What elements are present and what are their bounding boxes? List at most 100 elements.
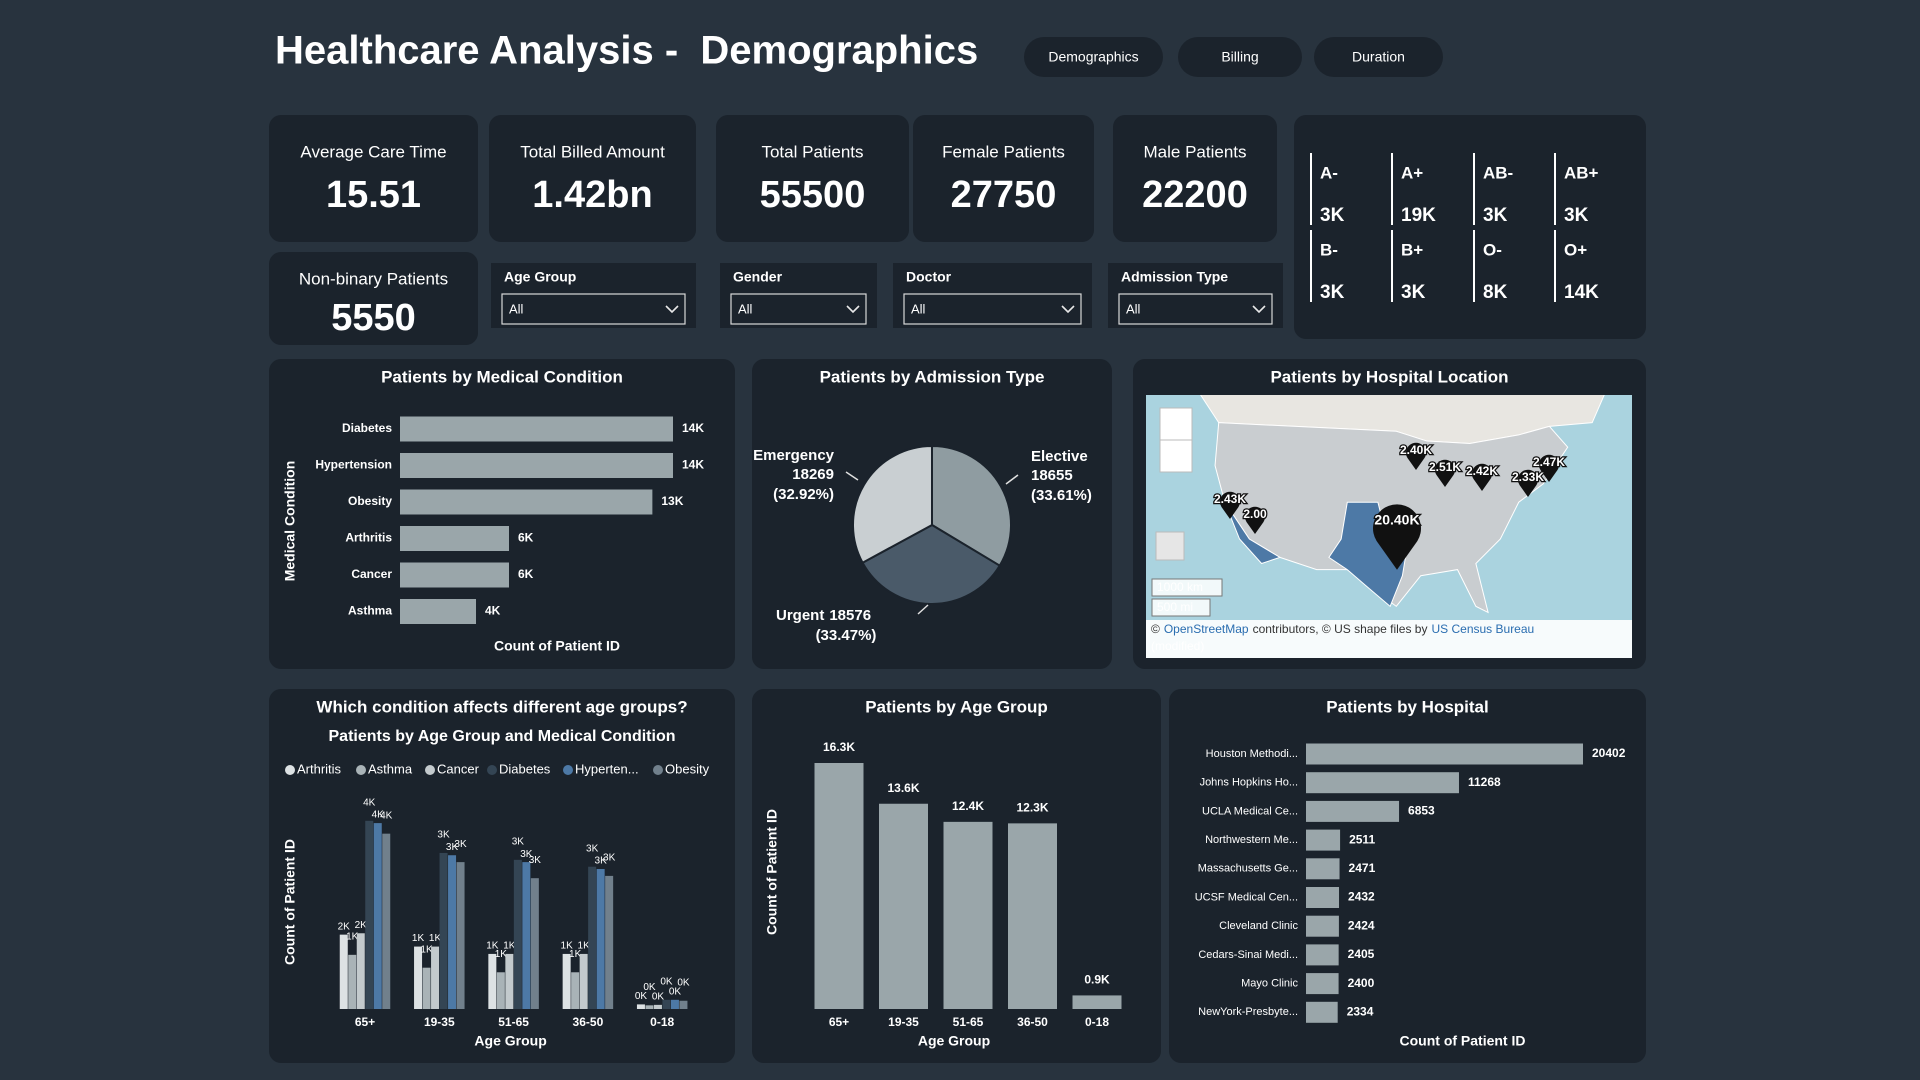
data-label: 1K — [503, 941, 516, 952]
map-marker-label: 2.40K — [1400, 443, 1432, 457]
map-marker-label: 2.51K — [1429, 460, 1461, 474]
california — [1224, 501, 1282, 565]
blood-type: O- — [1483, 240, 1502, 259]
bar — [456, 862, 465, 1009]
kpi-card: Non-binary Patients 5550 — [269, 252, 478, 345]
nav-button-label[interactable]: Duration — [1352, 49, 1405, 65]
kpi-value: 1.42bn — [532, 174, 652, 216]
filter: Gender All — [720, 263, 877, 328]
blood-type-count: 8K — [1483, 282, 1508, 303]
filter-dropdown[interactable] — [730, 293, 867, 325]
nav-button-label[interactable]: Demographics — [1048, 49, 1138, 65]
bar — [530, 878, 539, 1009]
kpi-label: Average Care Time — [300, 142, 446, 161]
bar — [1306, 1001, 1338, 1023]
nav-button-label[interactable]: Billing — [1221, 49, 1258, 65]
bar — [400, 526, 510, 551]
filter-background — [1108, 263, 1283, 328]
filter: Admission Type All — [1108, 263, 1283, 328]
bar — [522, 862, 531, 1009]
kpi-value: 22200 — [1142, 174, 1248, 216]
slice-label: (33.47%) — [816, 627, 877, 644]
nav-button[interactable] — [1314, 37, 1443, 77]
category-label: Hypertension — [315, 458, 392, 472]
dropdown-chevron — [846, 305, 860, 314]
zoom-button-label[interactable]: − — [1170, 443, 1183, 468]
filter: Doctor All — [893, 263, 1092, 328]
slice-label: (33.61%) — [1031, 487, 1092, 504]
map-marker-label: 2.43K — [1214, 492, 1246, 506]
dropdown-chevron — [1061, 305, 1075, 314]
bar — [943, 821, 993, 1009]
bar — [400, 562, 510, 588]
data-label: 2400 — [1348, 976, 1375, 990]
data-label: 4K — [485, 604, 501, 618]
bar — [605, 875, 614, 1009]
bar — [448, 855, 457, 1009]
slice-label: 18655 — [1031, 467, 1073, 484]
category-label: Massachusetts Ge... — [1198, 863, 1298, 875]
card-background — [716, 115, 909, 242]
bar — [382, 833, 391, 1009]
page-title: Healthcare Analysis - Demographics — [275, 29, 978, 73]
attribution-part[interactable]: US Census Bureau — [1431, 622, 1534, 636]
bar — [1306, 887, 1340, 908]
attribution-part[interactable]: OpenStreetMap — [1164, 622, 1249, 636]
chart-title: Patients by Admission Type — [820, 367, 1045, 386]
kpi-label: Total Patients — [761, 142, 863, 161]
data-label: 1K — [578, 941, 591, 952]
legend-label: Cancer — [437, 761, 480, 776]
zoom-button-label[interactable]: + — [1170, 411, 1183, 436]
x-tick-label: 51-65 — [953, 1015, 984, 1029]
nav-button[interactable] — [1178, 37, 1302, 77]
data-label: 13K — [661, 494, 683, 508]
card-background — [1294, 115, 1646, 339]
data-label: 3K — [529, 855, 542, 866]
slice-label: Urgent 18576 — [776, 607, 871, 624]
data-label: 11268 — [1468, 775, 1501, 789]
bar — [439, 852, 448, 1009]
bar — [365, 820, 374, 1009]
data-label: 3K — [512, 836, 525, 847]
bar — [1306, 944, 1339, 966]
card-background — [913, 115, 1094, 242]
filter-label: Age Group — [504, 269, 576, 285]
category-label: Johns Hopkins Ho... — [1200, 777, 1298, 789]
x-tick-label: 19-35 — [424, 1015, 455, 1029]
data-label: 2432 — [1348, 890, 1375, 904]
zoom-button[interactable] — [1159, 407, 1193, 441]
nav-button[interactable] — [1024, 37, 1163, 77]
legend-swatch — [487, 765, 497, 775]
card-background — [1169, 689, 1646, 1063]
filter-value[interactable]: All — [1126, 301, 1141, 316]
data-label: 1K — [412, 933, 425, 944]
map-marker-label: 2.33K — [1512, 470, 1544, 484]
dropdown-chevron — [1252, 305, 1266, 314]
legend-label: Arthritis — [297, 761, 342, 776]
chart-title: Patients by Age Group — [865, 697, 1048, 716]
data-label: 20402 — [1592, 746, 1626, 760]
legend-label: Asthma — [368, 761, 413, 776]
filter-value[interactable]: All — [911, 301, 926, 316]
zoom-button[interactable] — [1159, 439, 1193, 473]
bar — [488, 953, 497, 1009]
filter-dropdown[interactable] — [903, 293, 1082, 325]
filter-dropdown[interactable] — [501, 293, 686, 325]
y-axis-label: Count of Patient ID — [764, 809, 780, 935]
category-label: UCLA Medical Ce... — [1202, 805, 1298, 817]
blood-type: A+ — [1401, 163, 1423, 182]
attribution: (modified) — [1151, 639, 1204, 653]
data-label: 3K — [586, 843, 599, 854]
data-label: 6K — [518, 567, 534, 581]
category-label: Northwestern Me... — [1205, 834, 1298, 846]
legend-label: Obesity — [665, 761, 710, 776]
lasso-button[interactable] — [1155, 531, 1185, 561]
filter-dropdown[interactable] — [1118, 293, 1273, 325]
filter-value[interactable]: All — [738, 301, 753, 316]
filter-value[interactable]: All — [509, 301, 524, 316]
scale-label: 1000 km — [1157, 580, 1203, 594]
blood-type: B+ — [1401, 240, 1423, 259]
leader-line — [845, 471, 859, 481]
